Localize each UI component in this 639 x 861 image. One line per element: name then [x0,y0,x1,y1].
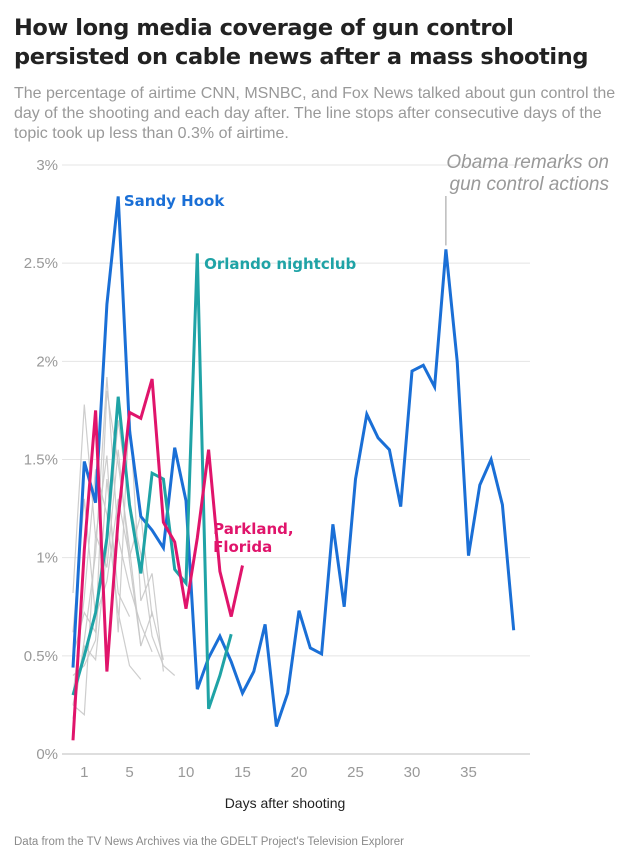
y-tick-label: 2% [36,353,58,370]
annotation-obama-remarks: Obama remarks on gun control actions [446,152,609,195]
x-tick-label: 20 [291,764,308,781]
annotations: Sandy Hook Orlando nightclub Parkland, Flor… [124,152,610,556]
y-tick-label: 0% [36,746,58,763]
source-note: Data from the TV News Archives via the G… [14,836,404,848]
chart-subtitle: The percentage of airtime CNN, MSNBC, an… [14,85,616,142]
grid-lines [62,164,530,755]
annotation-orlando-nightclub: Orlando nightclub [204,255,356,273]
y-tick-label: 2.5% [24,255,58,272]
chart-title: How long media coverage of gun control p… [14,15,589,70]
x-tick-label: 25 [347,764,364,781]
x-tick-label: 10 [178,764,195,781]
x-tick-labels: 1 5 10 15 20 25 30 35 [80,764,477,781]
series-line-other-2 [72,469,142,696]
series-line-sandy-hook [71,196,516,727]
line-chart: 0%0.5%1%1.5%2%2.5%3% 1 5 10 15 20 25 30 35 Sand… [24,152,610,811]
x-axis-label: Days after shooting [225,795,346,811]
y-tick-labels: 0% 0.5% 1% 1.5% 2% 2.5% 3% [24,157,58,763]
y-tick-label: 3% [36,157,58,174]
x-tick-label: 30 [404,764,421,781]
series-line-parkland-florida [71,378,244,741]
x-tick-label: 1 [80,764,88,781]
x-tick-label: 5 [125,764,133,781]
annotation-parkland: Parkland, Florida [213,520,293,556]
annotation-sandy-hook: Sandy Hook [124,192,226,210]
series-line-other-4 [72,449,142,716]
series-line-other-3 [72,390,164,660]
series-line-orlando-nightclub [71,253,233,710]
y-tick-label: 1% [36,550,58,567]
y-tick-label: 0.5% [24,648,58,665]
y-tick-label: 1.5% [24,452,58,469]
series-lines [71,196,516,741]
x-tick-label: 15 [234,764,251,781]
x-tick-label: 35 [460,764,477,781]
